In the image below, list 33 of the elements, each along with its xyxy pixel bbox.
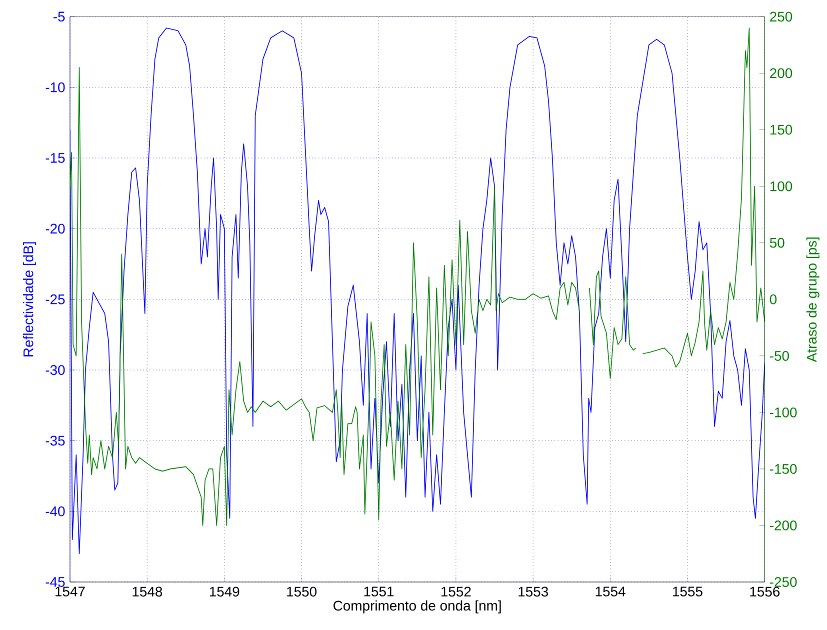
y-axis-title: Reflectividade [dB] (23, 242, 36, 356)
y2-tick-label: 250 (770, 12, 792, 22)
y-tick-label: -45 (46, 577, 65, 587)
y-tick-label: -25 (46, 294, 65, 304)
y2-tick-label: -100 (770, 407, 797, 418)
x-tick-label: 1555 (673, 586, 702, 596)
x-tick-label: 1551 (364, 586, 394, 596)
y-tick-label: -35 (46, 436, 65, 446)
y-tick-label: -20 (46, 224, 65, 234)
y2-tick-label: -50 (770, 350, 789, 361)
x-tick-label: 1552 (441, 586, 471, 597)
y2-tick-label: 100 (770, 181, 792, 192)
y2-tick-label: 50 (770, 238, 784, 248)
y2-tick-label: 200 (770, 68, 792, 78)
y2-tick-label: -250 (770, 577, 797, 587)
y2-tick-label: 0 (770, 294, 777, 304)
y-tick-label: -5 (54, 12, 65, 22)
y2-axis-title: Atraso de grupo [ps] (806, 238, 820, 362)
y2-tick-label: 150 (770, 124, 792, 135)
x-tick-label: 1556 (750, 586, 780, 597)
y-tick-label: -30 (46, 365, 65, 375)
x-tick-label: 1550 (287, 586, 317, 597)
x-axis-title: Comprimento de onda [nm] (334, 600, 501, 614)
x-tick-label: 1549 (210, 586, 240, 597)
x-tick-label: 1554 (596, 586, 626, 596)
x-tick-label: 1548 (132, 586, 162, 597)
x-tick-label: 1547 (56, 586, 85, 596)
y-tick-label: -10 (46, 82, 65, 92)
y2-tick-label: -200 (770, 520, 797, 530)
y-tick-label: -15 (46, 153, 65, 163)
x-tick-label: 1553 (518, 586, 548, 597)
y2-tick-label: -150 (770, 464, 797, 474)
y-tick-label: -40 (46, 506, 65, 516)
